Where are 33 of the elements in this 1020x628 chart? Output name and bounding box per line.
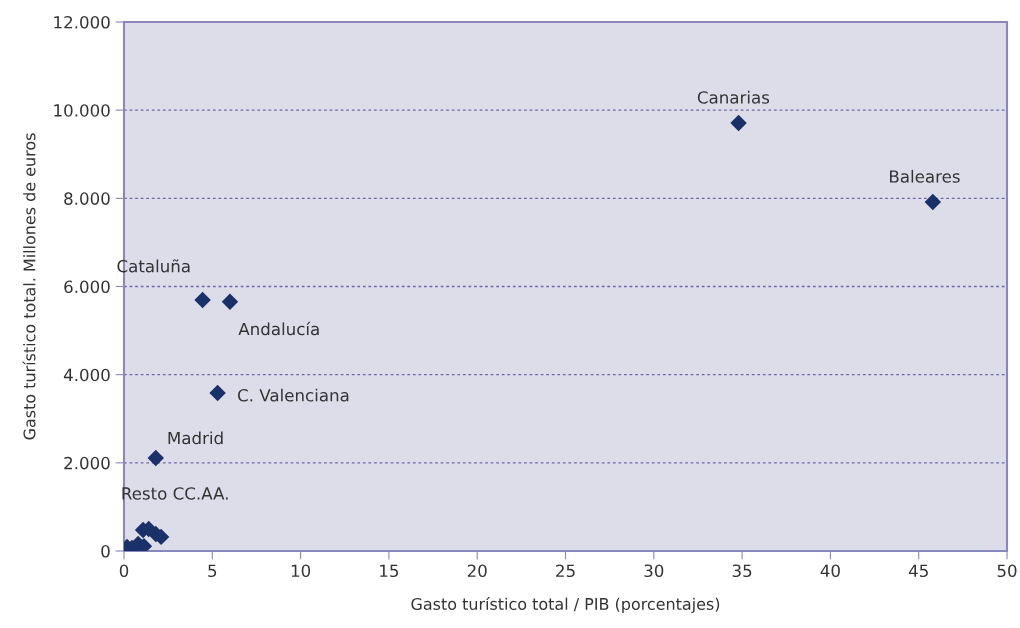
annotation: Resto CC.AA. bbox=[122, 487, 228, 500]
annotation: Baleares bbox=[890, 169, 960, 183]
y-tick-label: 6.000 bbox=[64, 280, 110, 294]
x-axis-title: Gasto turístico total / PIB (porcentajes) bbox=[411, 596, 720, 614]
x-tick-label: 5 bbox=[208, 564, 217, 578]
y-tick-label: 4.000 bbox=[63, 368, 110, 382]
y-tick-label: 2.000 bbox=[64, 456, 110, 470]
annotation: Canarias bbox=[697, 90, 770, 104]
x-tick-label: 30 bbox=[644, 564, 664, 578]
point bbox=[147, 449, 164, 467]
y-axis-title: Gasto turístico total. Millones de euros bbox=[22, 133, 36, 440]
x-tick-label: 45 bbox=[908, 564, 928, 578]
point bbox=[730, 114, 747, 132]
point bbox=[209, 384, 226, 402]
y-tick-label: 8.000 bbox=[64, 192, 110, 205]
y-tick-label: 0 bbox=[101, 544, 110, 558]
x-tick-label: 40 bbox=[820, 564, 840, 578]
annotation: Cataluña bbox=[117, 259, 190, 273]
annotation: Madrid bbox=[168, 431, 223, 445]
y-tick-label: 12.000 bbox=[54, 15, 110, 29]
point bbox=[924, 193, 942, 211]
point bbox=[221, 293, 239, 310]
x-tick-label: 50 bbox=[997, 564, 1017, 578]
annotation: Andalucía bbox=[238, 321, 319, 336]
x-tick-label: 25 bbox=[556, 564, 575, 578]
annotation: C. Valenciana bbox=[237, 388, 349, 402]
x-tick-label: 0 bbox=[119, 564, 129, 578]
y-tick-label: 10.000 bbox=[54, 104, 110, 117]
x-tick-label: 10 bbox=[291, 564, 311, 578]
x-tick-label: 15 bbox=[380, 564, 399, 578]
point bbox=[194, 291, 211, 309]
x-tick-label: 20 bbox=[467, 564, 487, 578]
x-tick-label: 35 bbox=[732, 564, 752, 578]
